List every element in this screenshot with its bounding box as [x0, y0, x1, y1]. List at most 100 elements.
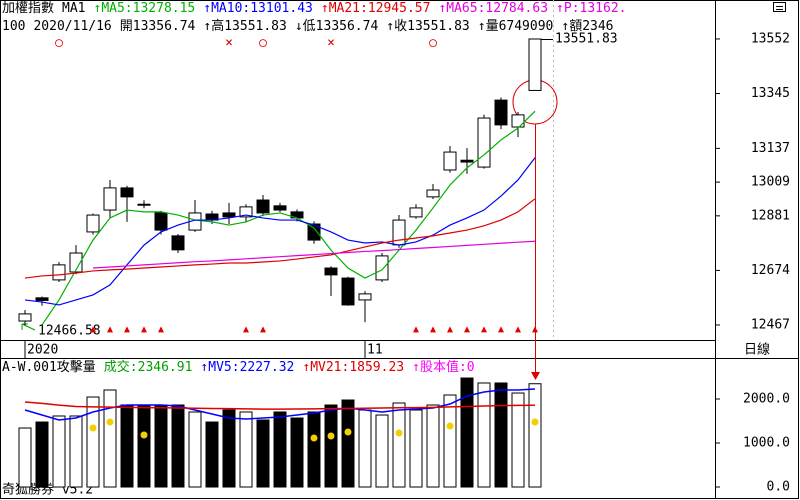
candle-body — [443, 151, 457, 171]
legend-marker: ↑ — [302, 360, 311, 375]
signal-dot — [531, 418, 539, 426]
volume-bar — [35, 421, 49, 488]
volume-bar — [443, 394, 457, 488]
legend-name: 股本值: — [419, 360, 467, 375]
volume-bar — [256, 419, 270, 488]
candle-body — [375, 255, 389, 281]
info-item: ↓低13356.74 — [294, 19, 379, 34]
volume-bar — [341, 399, 355, 488]
signal-dot — [140, 431, 148, 439]
legend-value: 13278.15 — [132, 1, 196, 16]
volume-bar — [460, 377, 474, 488]
candle-body — [477, 117, 491, 168]
y-tick-label: 1000.0 — [743, 436, 790, 451]
legend-name: MV21: — [310, 360, 350, 375]
signal-top: × — [327, 36, 335, 51]
volume-bar — [477, 382, 491, 488]
chart-title: 加權指數 — [2, 1, 55, 16]
candle-body — [494, 99, 508, 126]
legend-name: MA10: — [211, 1, 251, 16]
signal-top: ○ — [259, 36, 267, 51]
ma-line — [92, 240, 536, 269]
y-tick-label: 13552 — [751, 31, 790, 46]
candle-body — [239, 206, 253, 218]
signal-dot — [310, 434, 318, 442]
ma-line — [24, 157, 536, 306]
mv-line — [24, 388, 536, 421]
y-tick-label: 0.0 — [767, 480, 790, 495]
info-item: ↑高13551.83 — [203, 19, 287, 34]
legend-value: 13101.43 — [250, 1, 313, 16]
legend-name: 成交: — [103, 360, 138, 375]
ma-line — [24, 198, 536, 279]
signal-bottom: ▲ — [124, 324, 130, 335]
signal-bottom: ▲ — [107, 324, 113, 335]
volume-bar — [511, 392, 525, 488]
signal-bottom: ▲ — [532, 324, 538, 335]
chart-subtitle: MA1 — [62, 1, 86, 16]
volume-legend: A-W.001攻擊量 成交:2346.91 ↑MV5:2227.32 ↑MV21:18… — [2, 359, 713, 376]
volume-bar — [375, 414, 389, 488]
price-legend: 加權指數 MA1 ↑MA5:13278.15 ↑MA10:13101.43 ↑MA21:… — [2, 0, 713, 17]
legend-marker: ↑ — [438, 1, 447, 16]
legend-tail: ↑P:13162. — [556, 1, 627, 16]
volume-bar — [426, 404, 440, 488]
signal-bottom: ▲ — [243, 324, 249, 335]
period-label[interactable]: 日線 — [744, 342, 770, 358]
signal-bottom: ▲ — [430, 324, 436, 335]
legend-marker: ↑ — [412, 360, 420, 375]
x-tick-label: 11 — [367, 343, 383, 358]
volume-bar — [103, 389, 117, 488]
signal-bottom: ▲ — [141, 324, 147, 335]
candle-body — [511, 114, 525, 128]
signal-bottom: ▲ — [481, 324, 487, 335]
signal-top: × — [225, 36, 233, 51]
candle-body — [256, 199, 270, 214]
candle-body — [86, 214, 100, 233]
volume-bar — [409, 409, 423, 488]
y-tick-label: 2000.0 — [743, 392, 790, 407]
y-tick-label: 12881 — [751, 208, 790, 223]
volume-bar — [392, 402, 406, 488]
volume-bar — [205, 421, 219, 488]
candle-body — [222, 212, 236, 218]
info-item: 100 — [2, 19, 26, 34]
legend-marker: ↑ — [320, 1, 329, 16]
signal-bottom: ▲ — [515, 324, 521, 335]
legend-name: MA65: — [446, 1, 486, 16]
info-item: ↑量6749090 — [477, 19, 554, 34]
signal-dot — [106, 418, 114, 426]
signal-bottom: ▲ — [498, 324, 504, 335]
volume-bar — [154, 404, 168, 488]
y-tick-label: 12674 — [751, 263, 790, 278]
info-line: 100 2020/11/16 開13356.74 ↑高13551.83 ↓低13356.… — [2, 18, 713, 35]
y-tick-label: 13345 — [751, 86, 790, 101]
candle-body — [273, 205, 287, 211]
legend-name: MA5: — [101, 1, 133, 16]
candle-body — [341, 277, 355, 306]
candle-body — [171, 235, 185, 251]
candle-body — [460, 159, 474, 163]
volume-bar — [188, 411, 202, 488]
signal-dot — [327, 432, 335, 440]
volume-bar — [239, 411, 253, 488]
candle-body — [409, 207, 423, 218]
candle-body — [528, 38, 542, 91]
legend-value: 2346.91 — [137, 360, 193, 375]
candle-body — [137, 203, 151, 206]
candle-body — [52, 264, 66, 281]
legend-value: 0 — [466, 360, 475, 375]
candle-body — [154, 212, 168, 231]
volume-bar — [52, 415, 66, 488]
signal-dot — [395, 429, 403, 437]
candle-body — [69, 252, 83, 273]
candle-body — [35, 297, 49, 301]
candle-body — [18, 313, 32, 322]
volume-bar — [120, 404, 134, 488]
ma-line — [41, 110, 536, 326]
signal-dot — [344, 428, 352, 436]
legend-marker: ↑ — [93, 1, 102, 16]
y-tick-label: 12467 — [751, 317, 790, 332]
